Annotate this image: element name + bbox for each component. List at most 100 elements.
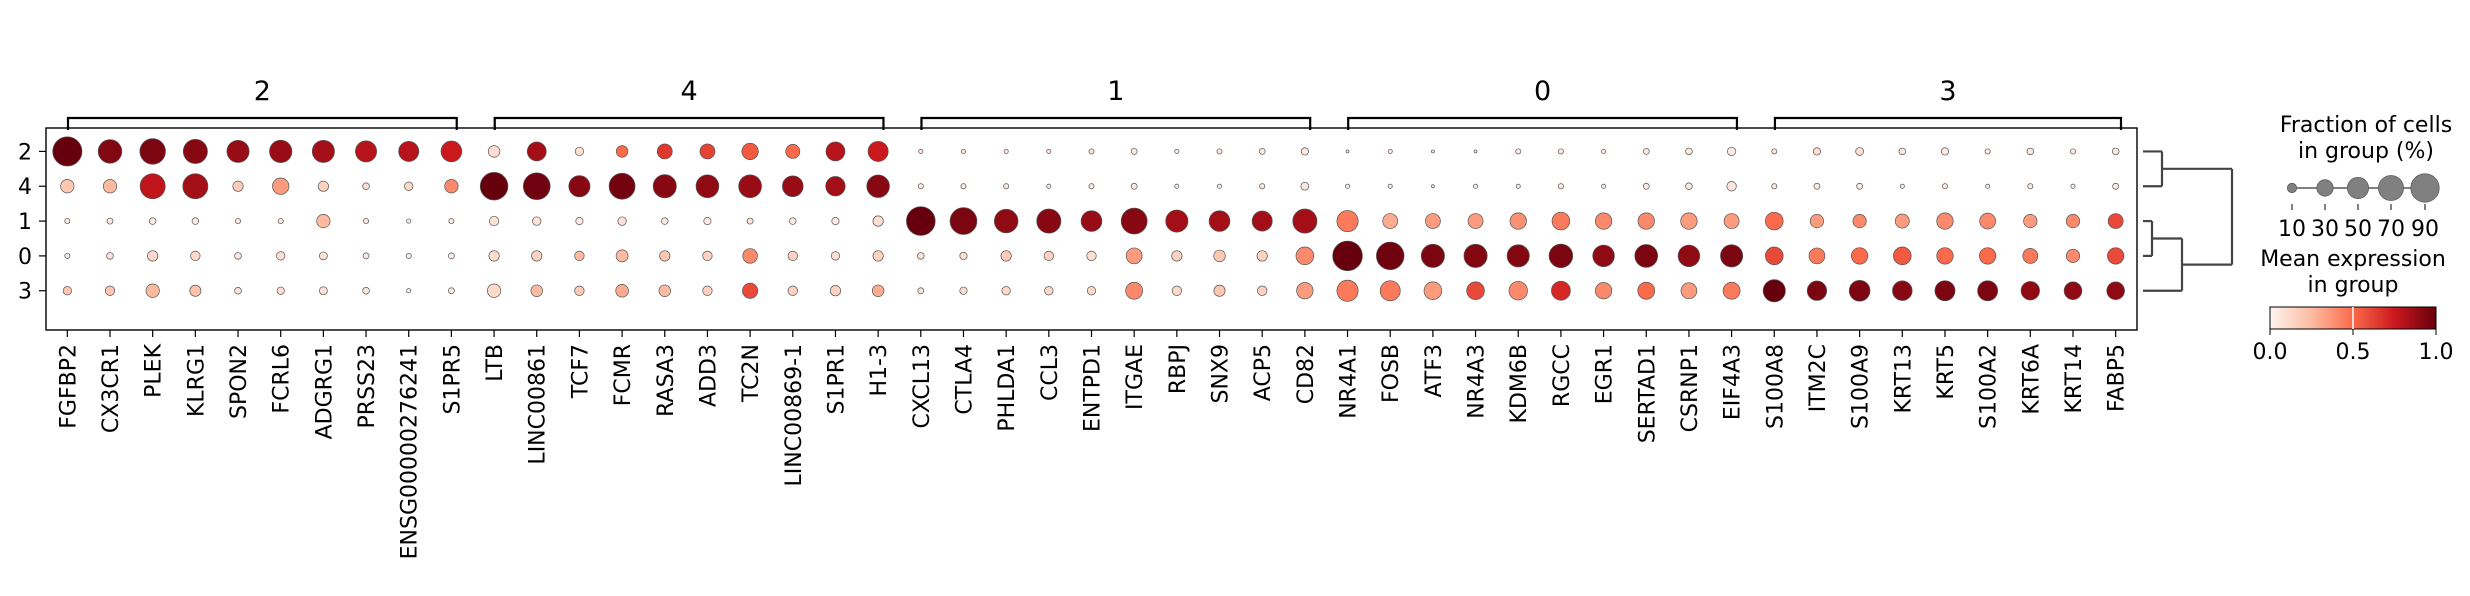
col-label: FABP5 xyxy=(2105,344,2130,412)
dot xyxy=(1213,249,1226,263)
size-legend: Fraction of cells in group (%) 10 30 50 70 9… xyxy=(2278,113,2452,242)
col-label: PLEK xyxy=(142,343,167,397)
col-label: ACP5 xyxy=(1251,344,1276,401)
dot xyxy=(317,180,329,192)
col-label: KDM6B xyxy=(1507,344,1532,423)
dot xyxy=(1727,146,1737,157)
dot xyxy=(1046,183,1052,189)
dot xyxy=(2112,182,2120,190)
dot xyxy=(1601,148,1607,154)
dot xyxy=(1765,246,1784,266)
dot xyxy=(1723,213,1740,229)
dot xyxy=(831,217,840,226)
dot xyxy=(272,177,290,195)
dot xyxy=(1726,181,1737,192)
dot xyxy=(787,285,798,296)
dot xyxy=(1848,279,1871,302)
dot xyxy=(1809,214,1825,229)
dot xyxy=(1174,183,1180,189)
col-label: EGR1 xyxy=(1593,344,1618,404)
dot xyxy=(1216,148,1223,155)
dot xyxy=(1125,281,1144,300)
color-legend-title-line2: in group xyxy=(2308,273,2399,298)
dot xyxy=(1637,281,1656,300)
dot xyxy=(97,139,123,164)
dot xyxy=(575,217,584,226)
dot xyxy=(699,143,716,160)
size-legend-label: 90 xyxy=(2411,217,2439,242)
size-legend-dot xyxy=(2410,173,2440,203)
dot xyxy=(1677,244,1701,268)
dot xyxy=(276,251,286,261)
dot xyxy=(608,172,636,200)
col-label: CCL3 xyxy=(1038,344,1063,401)
dot xyxy=(1217,183,1222,189)
dot xyxy=(363,218,370,225)
dendrogram xyxy=(2143,150,2234,292)
dot xyxy=(1043,250,1054,261)
col-label: ATF3 xyxy=(1422,344,1447,397)
dot xyxy=(1771,183,1778,190)
dot xyxy=(1036,208,1062,234)
col-label: KRT5 xyxy=(1934,344,1959,400)
dot xyxy=(871,284,885,297)
dot xyxy=(526,141,547,162)
dot xyxy=(2070,183,2076,189)
col-label: PHLDA1 xyxy=(995,344,1020,432)
dot xyxy=(1208,210,1231,232)
dot xyxy=(1463,243,1488,268)
dot xyxy=(918,148,924,154)
dot xyxy=(2111,147,2120,156)
dot xyxy=(1892,280,1913,301)
dot xyxy=(568,175,591,198)
dot xyxy=(1936,212,1954,230)
dot xyxy=(1165,209,1189,233)
group-bracket xyxy=(66,116,458,130)
dot xyxy=(1722,281,1741,300)
dot xyxy=(782,175,804,197)
dot xyxy=(959,286,968,295)
dot xyxy=(1771,148,1778,155)
dot xyxy=(269,139,293,163)
dot xyxy=(1762,279,1786,303)
dot xyxy=(2026,147,2035,156)
dot xyxy=(1379,280,1401,302)
dot xyxy=(2065,214,2081,229)
dot xyxy=(866,174,890,198)
group-bracket xyxy=(920,116,1312,130)
dot xyxy=(1893,246,1912,266)
dot xyxy=(530,284,543,297)
dot xyxy=(872,250,884,262)
dot xyxy=(1813,182,1821,190)
dot xyxy=(444,179,459,194)
dot xyxy=(917,183,924,190)
dot xyxy=(658,284,671,297)
dot xyxy=(235,218,241,225)
dot xyxy=(1336,279,1359,302)
dot xyxy=(1046,148,1052,154)
size-legend-dot xyxy=(2316,179,2334,197)
dot xyxy=(448,218,455,225)
size-legend-dot xyxy=(2286,182,2298,194)
dot xyxy=(2023,214,2038,229)
size-legend-label: 70 xyxy=(2377,217,2405,242)
dot xyxy=(404,181,414,191)
col-label: CX3CR1 xyxy=(99,344,124,433)
dot xyxy=(1292,208,1318,234)
dot xyxy=(615,284,629,298)
col-label: FCRL6 xyxy=(270,344,295,414)
dot xyxy=(1473,183,1479,189)
dot xyxy=(742,282,759,299)
dot xyxy=(1423,281,1443,300)
dot xyxy=(1685,182,1693,190)
dot xyxy=(488,215,500,227)
col-label: ENTPD1 xyxy=(1081,344,1106,432)
dot xyxy=(1382,213,1399,229)
dot xyxy=(787,250,798,261)
dot xyxy=(1300,181,1310,191)
dot xyxy=(1120,207,1148,235)
dot xyxy=(574,250,585,261)
dot xyxy=(1812,147,1821,156)
dot xyxy=(1387,148,1393,154)
dot xyxy=(1601,183,1607,189)
